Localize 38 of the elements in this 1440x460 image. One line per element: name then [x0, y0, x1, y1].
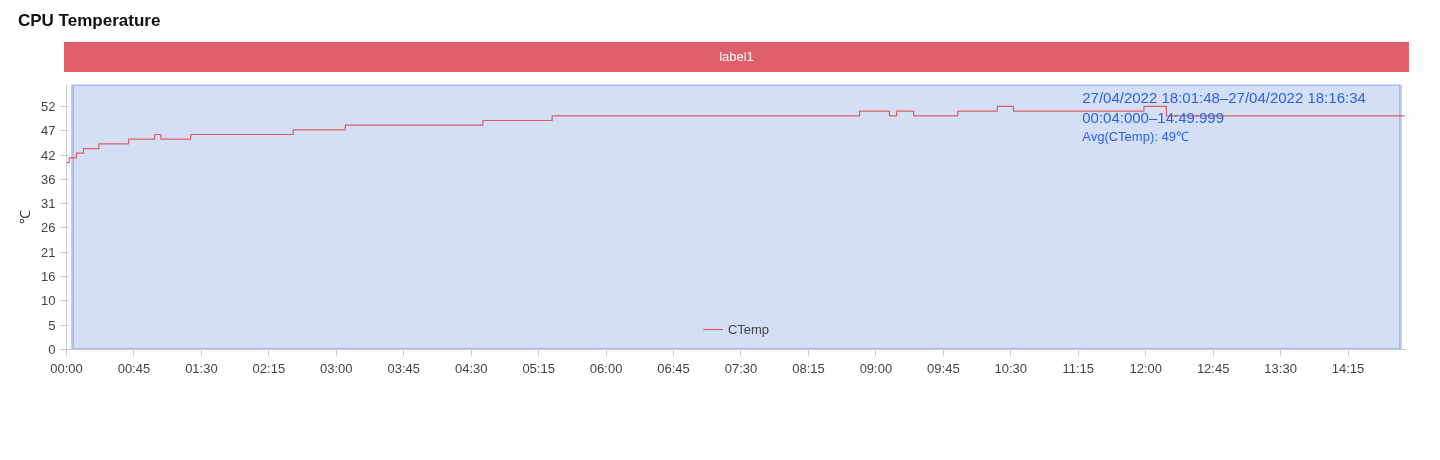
x-tick-label: 09:45 [927, 360, 960, 376]
y-tick-label: 52 [41, 98, 56, 114]
legend-label: CTemp [727, 321, 770, 337]
annotation: 00:04:000–14:49:999 [1082, 108, 1225, 126]
y-tick-label: 47 [41, 123, 56, 139]
chart-title: CPU Temperature [18, 10, 161, 32]
band-label: label1 [719, 48, 754, 66]
y-tick-label: 31 [41, 196, 56, 212]
y-tick-label: 42 [41, 147, 56, 163]
y-tick-label: 5 [48, 317, 56, 333]
x-tick-label: 06:45 [657, 360, 690, 376]
x-tick-label: 06:00 [589, 360, 623, 376]
x-tick-label: 01:30 [185, 360, 218, 376]
x-tick-label: 02:15 [252, 360, 286, 376]
x-tick-label: 12:45 [1196, 360, 1230, 376]
x-tick-label: 09:00 [859, 360, 893, 376]
x-tick-label: 13:30 [1264, 360, 1297, 376]
x-tick-label: 08:15 [792, 360, 825, 376]
x-tick-label: 03:00 [320, 360, 353, 376]
x-tick-label: 11:15 [1062, 360, 1095, 376]
x-tick-label: 07:30 [724, 360, 758, 376]
x-tick-label: 00:00 [50, 360, 83, 376]
x-tick-label: 03:45 [387, 360, 421, 376]
annotation: 27/04/2022 18:01:48–27/04/2022 18:16:34 [1082, 88, 1366, 106]
x-tick-label: 14:15 [1331, 360, 1365, 376]
y-tick-label: 21 [41, 244, 56, 260]
x-tick-label: 05:15 [522, 360, 555, 376]
y-tick-label: 16 [41, 269, 56, 285]
x-tick-label: 10:30 [994, 360, 1028, 376]
annotation: Avg(CTemp): 49℃ [1082, 128, 1189, 144]
y-tick-label: 0 [48, 342, 56, 357]
y-tick-label: 36 [41, 171, 56, 187]
x-tick-label: 04:30 [454, 360, 488, 376]
y-tick-label: 26 [41, 220, 56, 236]
x-tick-label: 12:00 [1129, 360, 1162, 376]
x-tick-label: 00:45 [117, 360, 151, 376]
y-axis-title: ℃ [17, 210, 34, 224]
y-tick-label: 10 [41, 293, 56, 309]
